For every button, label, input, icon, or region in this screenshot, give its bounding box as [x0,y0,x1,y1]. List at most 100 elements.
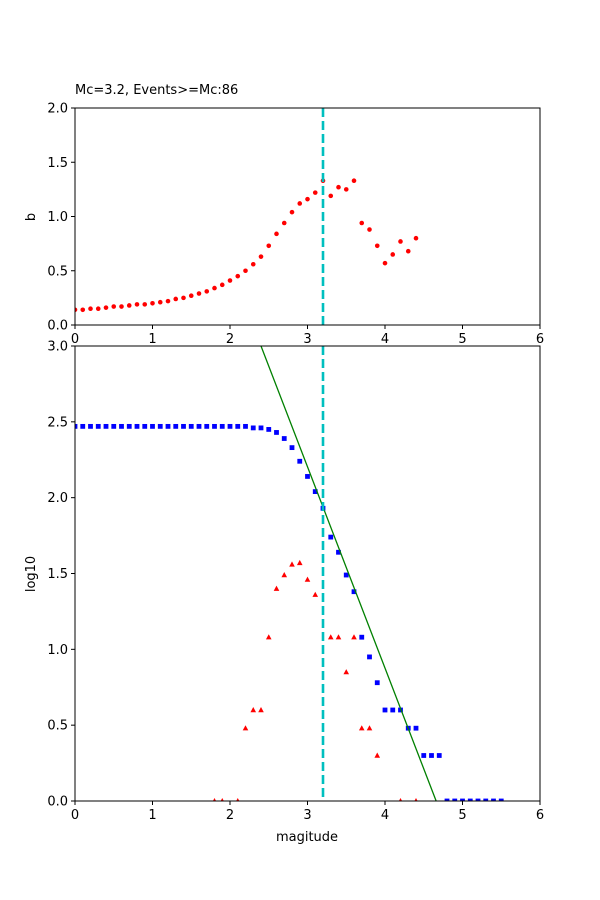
x-tick-label: 0 [71,332,79,347]
data-point [250,425,256,431]
data-point [157,299,163,305]
data-point [374,752,381,758]
data-point [429,753,434,758]
x-tick-label: 2 [226,332,234,347]
data-point [467,798,473,801]
data-point [273,585,280,591]
data-point [460,798,465,801]
x-tick-label: 1 [148,808,156,823]
data-point [483,798,489,801]
data-point [219,282,225,288]
data-point [475,798,481,801]
data-point [181,295,186,301]
data-point [173,296,179,302]
y-tick-label: 2.5 [47,415,68,430]
y-tick-label: 2.0 [47,102,68,117]
data-point [452,798,458,801]
data-point [444,798,450,801]
x-tick-label: 2 [226,808,234,823]
data-point [266,427,272,432]
y-tick-label: 1.5 [47,156,68,171]
data-point [220,798,224,801]
x-tick-label: 3 [303,332,311,347]
data-point [305,474,310,479]
data-point [327,634,334,640]
data-point [258,254,264,259]
plot-area [75,178,419,313]
data-point [305,196,310,202]
data-point [266,243,272,249]
data-point [188,423,194,429]
y-tick-label: 1.0 [47,210,68,225]
plot-frame [74,107,541,326]
data-point [243,268,248,274]
data-point [119,423,124,429]
data-point [351,634,357,640]
data-point [258,707,264,713]
data-point [312,489,318,494]
y-tick-label: 0.0 [47,319,68,334]
data-point [265,634,272,640]
data-point [351,589,357,595]
b-value-chart: Mc=3.2, Events>=Mc:86 b 0 1 2 3 4 5 6 0.0 0.5 1.0… [24,83,544,347]
y-tick-label: 0.5 [47,264,68,279]
x-tick-label: 5 [458,808,466,823]
y-axis-label: b [24,213,39,221]
data-point [196,423,202,429]
data-point [281,220,287,226]
data-point [421,753,427,758]
x-tick-label: 3 [303,808,311,823]
data-point [281,572,288,578]
data-point [75,423,78,429]
data-point [111,423,117,429]
data-point [367,227,372,232]
x-axis-label: magitude [276,830,338,845]
data-point [343,572,349,578]
data-point [382,707,388,713]
data-point [235,273,241,279]
data-point [227,278,233,283]
data-point [212,423,217,429]
data-point [343,187,349,192]
data-point [398,239,403,244]
data-point [134,423,140,429]
data-point [336,184,341,190]
data-point [312,190,318,195]
chart-title: Mc=3.2, Events>=Mc:86 [75,83,238,98]
data-point [304,576,311,582]
data-point [150,423,155,429]
data-point [274,231,279,237]
data-point [405,248,411,254]
y-tick-label: 1.0 [47,643,68,658]
data-point [204,423,210,429]
data-point [196,291,202,296]
data-point [142,423,148,429]
data-point [242,725,249,731]
data-point [227,423,233,429]
data-point [150,301,155,306]
data-point [289,209,295,215]
data-point [95,306,101,312]
data-point [80,423,86,429]
y-tick-label: 1.5 [47,567,68,582]
data-point [204,289,210,294]
data-point [398,798,403,801]
data-point [335,634,342,640]
data-point [374,680,380,686]
data-point [296,559,303,566]
data-point [413,725,419,731]
data-point [219,423,225,429]
data-point [243,423,248,429]
data-point [436,753,442,758]
data-point [173,423,179,429]
y-tick-label: 0.0 [47,795,68,810]
data-point [414,798,418,801]
data-point [382,260,388,266]
y-tick-label: 2.0 [47,491,68,506]
data-point [165,298,171,304]
data-point [212,798,217,801]
x-tick-label: 6 [536,332,544,347]
data-point [274,430,279,435]
data-point [157,423,163,429]
data-point [289,445,295,451]
